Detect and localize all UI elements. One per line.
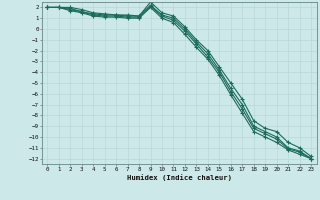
X-axis label: Humidex (Indice chaleur): Humidex (Indice chaleur) <box>127 174 232 181</box>
